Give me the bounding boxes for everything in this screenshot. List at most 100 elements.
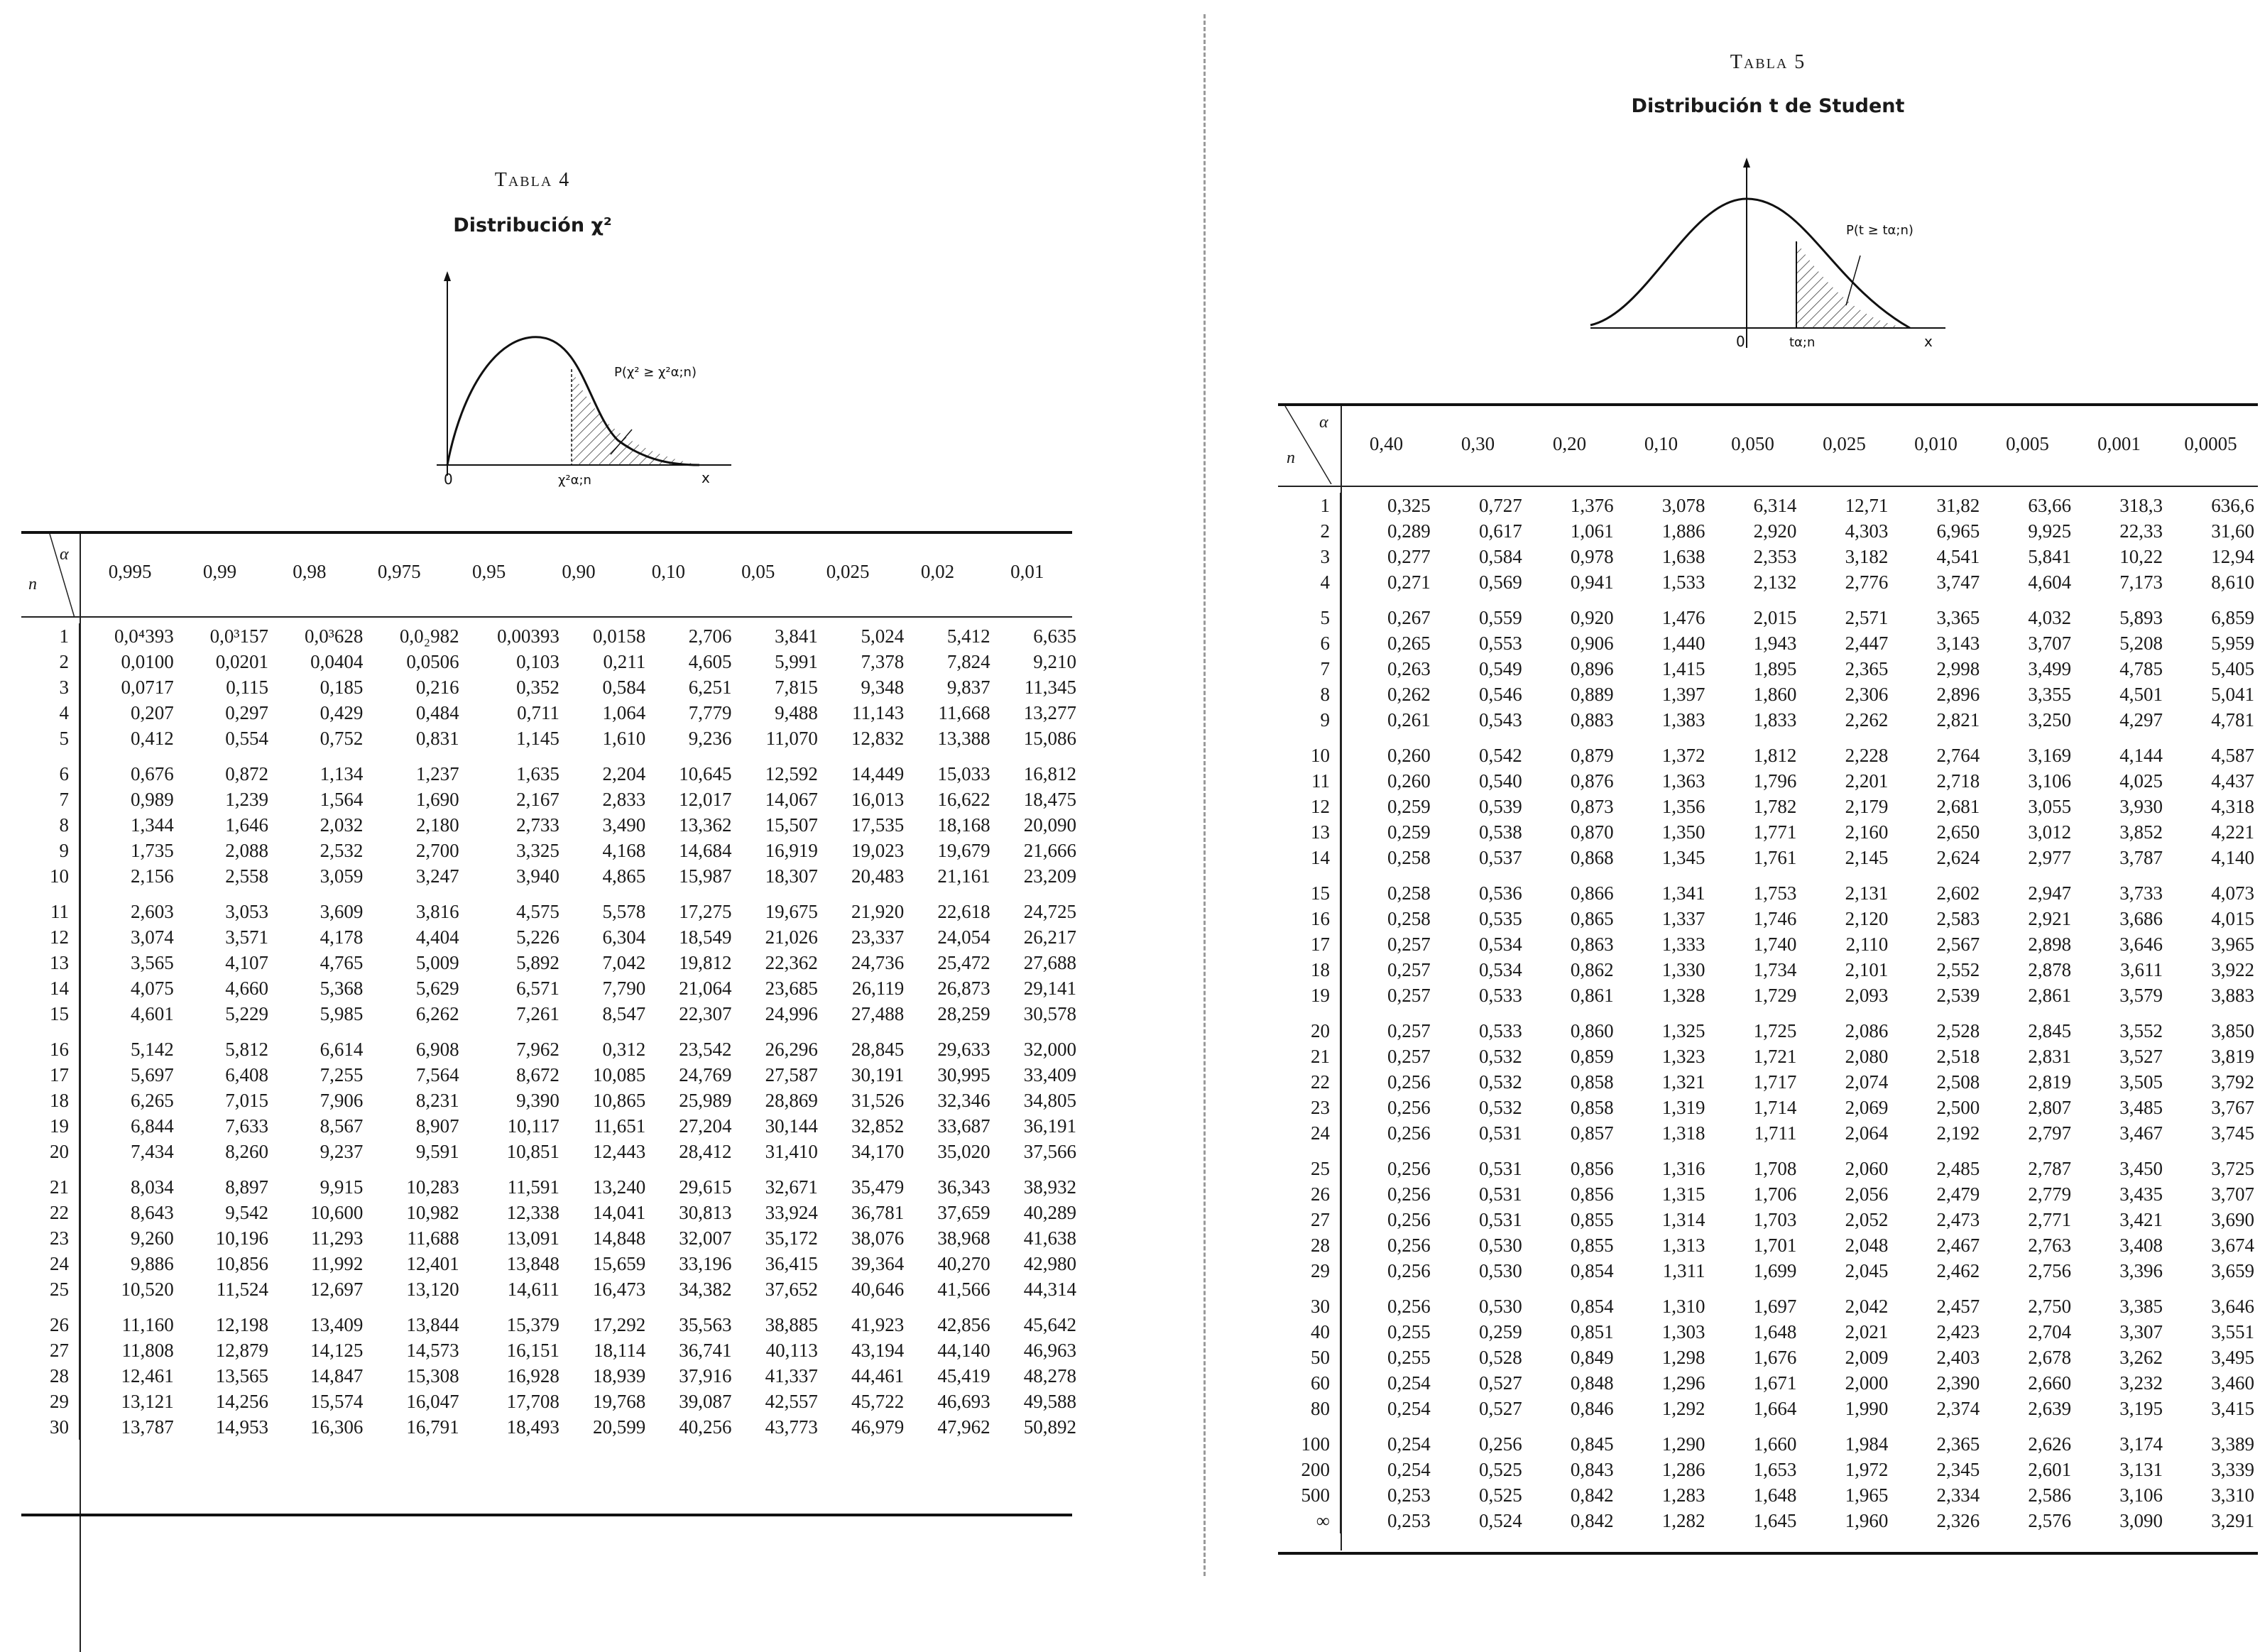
table-cell: 0,256 [1387, 1158, 1431, 1179]
table-cell: 1,706 [1753, 1183, 1797, 1205]
table-cell: 3,609 [320, 901, 364, 922]
table-cell: 10,982 [406, 1202, 459, 1223]
row-n: 11 [36, 899, 80, 924]
table-cell: 9,390 [516, 1090, 559, 1111]
table-cell: 2,947 [2028, 882, 2072, 904]
table-cell: 2,192 [1936, 1122, 1980, 1144]
table-cell: 1,303 [1661, 1321, 1705, 1342]
table-cell: 0,848 [1570, 1372, 1614, 1394]
table-cell: 2,423 [1936, 1321, 1980, 1342]
table-cell: 2,457 [1936, 1296, 1980, 1317]
table-cell: 2,528 [1936, 1020, 1980, 1041]
critical-value-label: tα;n [1789, 335, 1815, 350]
table-cell: 0,0506 [406, 651, 459, 672]
table-cell: 2,000 [1845, 1372, 1889, 1394]
table-cell: 30,995 [937, 1064, 990, 1085]
table-cell: 0,851 [1570, 1321, 1614, 1342]
table-cell: 0,543 [1478, 709, 1522, 731]
table-cell: 38,885 [765, 1314, 818, 1335]
table-cell: 0,257 [1387, 1046, 1431, 1067]
table-cell: 10,856 [215, 1253, 269, 1274]
table-cell: 1,886 [1661, 520, 1705, 542]
table-cell: 37,916 [679, 1365, 732, 1386]
table-cell: 14,041 [592, 1202, 646, 1223]
table-cell: 1,717 [1753, 1071, 1797, 1093]
row-n: 19 [36, 1113, 80, 1139]
table-cell: 2,921 [2028, 908, 2072, 929]
table-cell: 0,533 [1478, 985, 1522, 1006]
table-cell: 1,283 [1661, 1484, 1705, 1506]
table-cell: 2,552 [1936, 959, 1980, 980]
table-row: 15 0,258 0,536 0,866 1,341 1,753 2,131 2,602 2,9… [1292, 880, 2257, 906]
table-cell: 2,558 [225, 865, 269, 887]
table-cell: 8,547 [602, 1003, 646, 1024]
table-cell: 2,110 [1845, 934, 1889, 955]
table-cell: 36,191 [1023, 1115, 1076, 1137]
alpha-column-header: 0,005 [2006, 433, 2049, 454]
table-cell: 0,256 [1387, 1260, 1431, 1281]
table-cell: 11,668 [938, 702, 990, 723]
table-row: 26 11,160 12,198 13,409 13,844 15,379 17,292 35… [36, 1312, 1079, 1338]
table-cell: 23,542 [679, 1039, 732, 1060]
table-cell: 9,542 [225, 1202, 269, 1223]
n-header: n [28, 575, 37, 593]
table-cell: 2,807 [2028, 1097, 2072, 1118]
table-cell: 36,741 [679, 1340, 732, 1361]
table-cell: 2,779 [2028, 1183, 2072, 1205]
table-cell: 1,699 [1753, 1260, 1797, 1281]
table-row: 20 7,434 8,260 9,237 9,591 10,851 12,443 28,412… [36, 1139, 1079, 1164]
table-cell: 63,66 [2028, 495, 2072, 516]
table-cell: 0,0158 [592, 625, 646, 647]
table-cell: 1,721 [1753, 1046, 1797, 1067]
table-cell: 13,844 [406, 1314, 459, 1335]
table-cell: 7,779 [688, 702, 732, 723]
table-cell: 3,310 [2211, 1484, 2254, 1506]
table-cell: 0,260 [1387, 770, 1431, 792]
table-cell: 0,842 [1570, 1484, 1614, 1506]
origin-label: 0 [444, 471, 453, 488]
table-cell: 2,639 [2028, 1398, 2072, 1419]
table-cell: 3,106 [2119, 1484, 2163, 1506]
table-cell: 18,493 [506, 1416, 559, 1438]
table-cell: 3,450 [2119, 1158, 2163, 1179]
table-cell: 2,603 [130, 901, 174, 922]
table-row: 23 0,256 0,532 0,858 1,319 1,714 2,069 2,500 2,8… [1292, 1095, 2257, 1120]
table-cell: 1,325 [1661, 1020, 1705, 1041]
table-cell: 2,576 [2028, 1510, 2072, 1531]
table-cell: 4,604 [2028, 571, 2072, 593]
table-cell: 3,571 [225, 926, 269, 948]
table-cell: 1,635 [516, 763, 559, 784]
table-row: 100 0,254 0,256 0,845 1,290 1,660 1,984 2,365 2,… [1292, 1431, 2257, 1457]
table-cell: 7,815 [775, 677, 818, 698]
table-cell: 4,660 [225, 978, 269, 999]
table-cell: 3,485 [2119, 1097, 2163, 1118]
table-cell: 2,156 [130, 865, 174, 887]
table-cell: 0,0717 [121, 677, 174, 698]
table-cell: 27,587 [765, 1064, 818, 1085]
table-cell: 31,82 [1936, 495, 1980, 516]
table-cell: 0,530 [1478, 1260, 1522, 1281]
row-n: 3 [1292, 544, 1341, 569]
table-cell: 4,318 [2211, 796, 2254, 817]
table-cell: 32,852 [851, 1115, 905, 1137]
table-cell: 31,526 [851, 1090, 905, 1111]
table-cell: 0,879 [1570, 745, 1614, 766]
table-cell: 3,182 [1845, 546, 1889, 567]
table-cell: 1,314 [1661, 1209, 1705, 1230]
table-row: 25 10,520 11,524 12,697 13,120 14,611 16,473 34… [36, 1276, 1079, 1302]
table-row: 29 13,121 14,256 15,574 16,047 17,708 19,768 39… [36, 1389, 1079, 1414]
row-n: 23 [36, 1225, 80, 1251]
table-cell: 3,965 [2211, 934, 2254, 955]
chi2-alpha-headers: 0,995 0,99 0,98 0,975 0,95 0,90 0,10 0,05 0,025 0… [85, 561, 1079, 589]
table-cell: 7,564 [415, 1064, 459, 1085]
table-cell: 33,409 [1023, 1064, 1076, 1085]
table-cell: 2,518 [1936, 1046, 1980, 1067]
table-cell: 2,776 [1845, 571, 1889, 593]
table-cell: 8,610 [2211, 571, 2254, 593]
table-cell: 2,508 [1936, 1071, 1980, 1093]
table-cell: 2,032 [320, 814, 364, 836]
table-cell: 1,372 [1661, 745, 1705, 766]
table-cell: 20,090 [1023, 814, 1076, 836]
table-cell: 1,363 [1661, 770, 1705, 792]
table-cell: 4,785 [2119, 658, 2163, 679]
